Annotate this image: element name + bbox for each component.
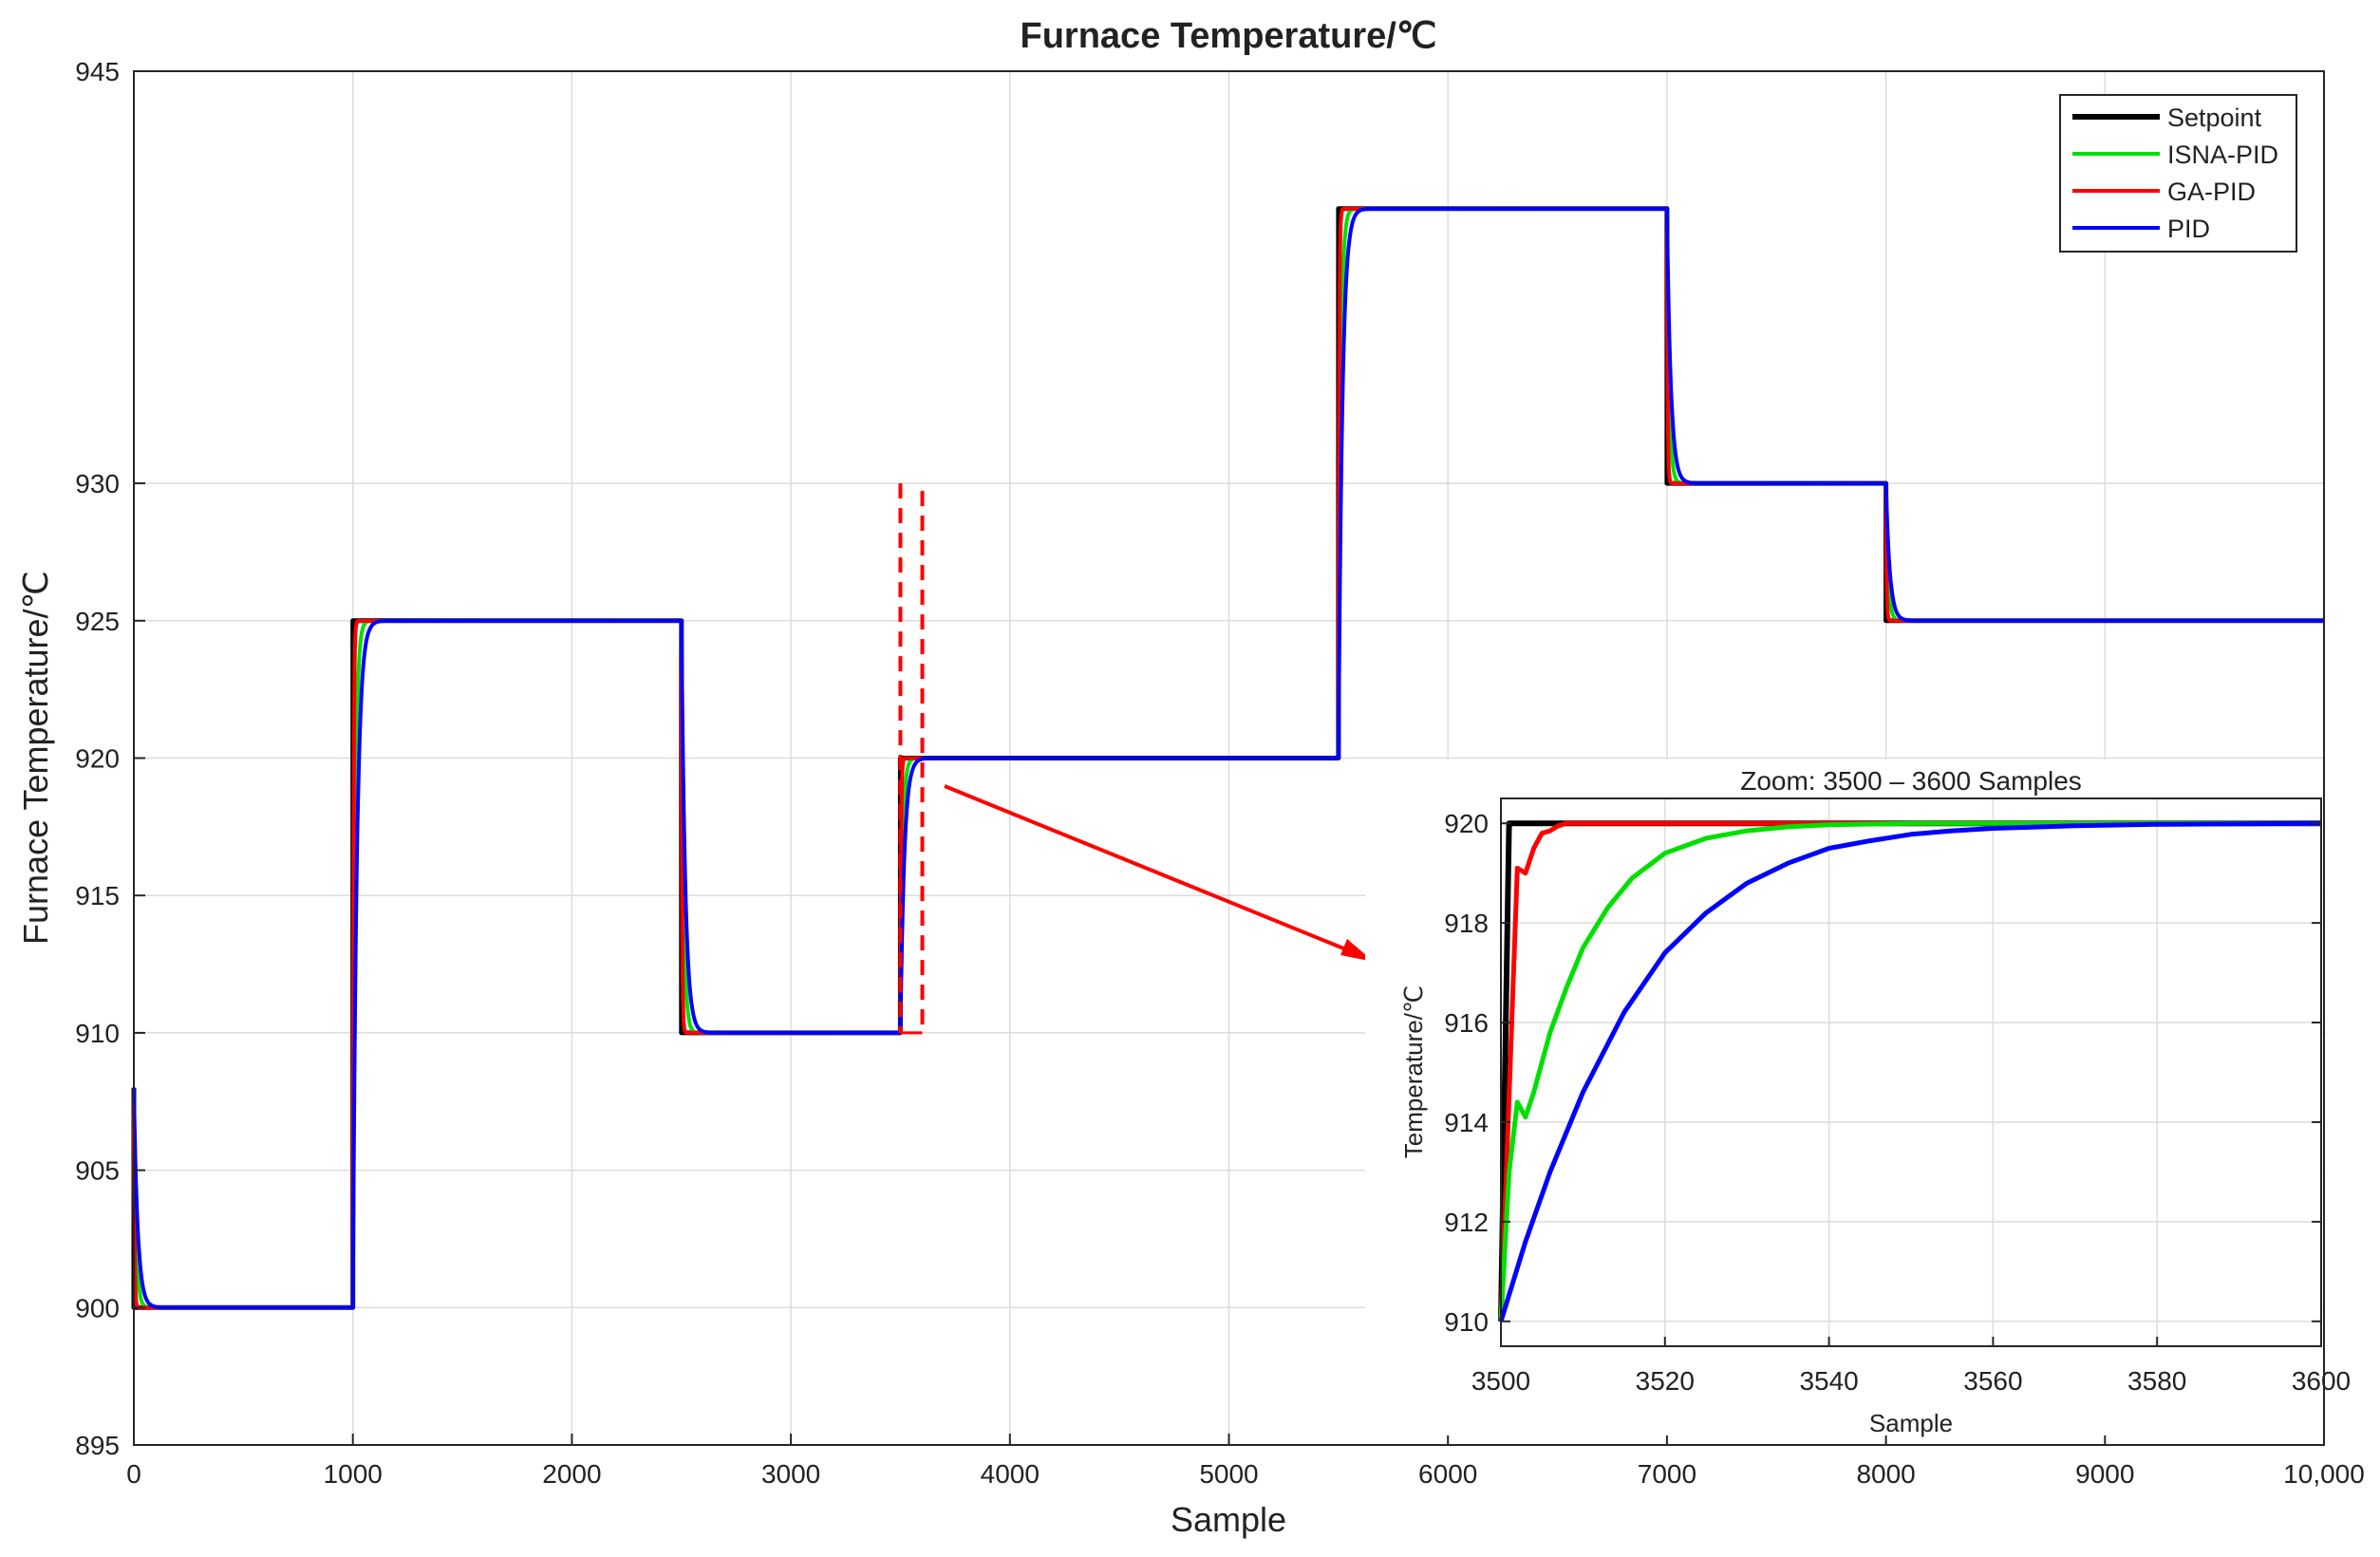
y-tick-label: 895 [75, 1431, 120, 1460]
x-tick-label: 5000 [1199, 1459, 1258, 1489]
legend-label: PID [2167, 215, 2210, 243]
inset-y-tick-label: 914 [1444, 1108, 1489, 1137]
chart-title: Furnace Temperature/℃ [1021, 16, 1437, 56]
x-tick-label: 1000 [324, 1459, 383, 1489]
inset-series-line-ga-pid [1498, 820, 2321, 1322]
x-axis-label: Sample [1171, 1500, 1286, 1539]
main-plot: 0 1000 2000 3000 4000 5000 6000 7000 8000 9000 10,… [16, 16, 2365, 1539]
y-tick-label: 905 [75, 1156, 120, 1186]
x-tick-label: 8000 [1856, 1459, 1915, 1489]
inset-x-tick-label: 3560 [1963, 1366, 2022, 1396]
x-tick-label: 0 [126, 1459, 141, 1489]
y-tick-label: 920 [75, 744, 120, 774]
inset-y-tick-label: 912 [1444, 1208, 1489, 1237]
y-tick-label: 915 [75, 881, 120, 910]
y-tick-label: 900 [75, 1293, 120, 1323]
inset-plot-frame [1500, 797, 2322, 1347]
inset-plot-area [1501, 798, 2321, 1346]
legend-label: Setpoint [2167, 103, 2262, 132]
inset-y-tick-label: 918 [1444, 909, 1489, 938]
legend-box [2059, 94, 2297, 253]
zoom-window-highlight [898, 483, 925, 1035]
inset-x-tick-label: 3580 [2127, 1366, 2186, 1396]
y-tick-label: 925 [75, 607, 120, 636]
legend-label: GA-PID [2167, 178, 2256, 206]
series-line-pid [132, 206, 2324, 1310]
legend: Setpoint ISNA-PID GA-PID PID [2059, 94, 2297, 253]
inset-x-axis-label: Sample [1869, 1409, 1953, 1437]
inset-title: Zoom: 3500 – 3600 Samples [1740, 766, 2082, 796]
x-tick-label: 2000 [542, 1459, 601, 1489]
inset-y-axis-label: Temperature/℃ [1399, 985, 1428, 1158]
inset-x-tick-label: 3520 [1636, 1366, 1695, 1396]
inset-y-tick-label: 920 [1444, 809, 1489, 838]
x-tick-label: 3000 [761, 1459, 820, 1489]
y-tick-label: 930 [75, 469, 120, 498]
x-tick-label: 9000 [2075, 1459, 2134, 1489]
inset-x-tick-label: 3540 [1799, 1366, 1858, 1396]
zoom-arrow-line [944, 784, 1359, 956]
legend-items: Setpoint ISNA-PID GA-PID PID [2072, 103, 2278, 243]
inset-series-line-pid [1498, 820, 2322, 1323]
y-tick-label: 945 [75, 57, 120, 86]
zoom-inset-plot: 3500 3520 3540 3560 3580 3600 910 912 914 916 918… [1365, 760, 2351, 1437]
main-y-ticks: 895 900 905 910 915 920 925 930 945 [75, 57, 145, 1460]
legend-label: ISNA-PID [2167, 141, 2278, 169]
inset-x-tick-label: 3500 [1471, 1366, 1530, 1396]
inset-y-tick-label: 916 [1444, 1008, 1489, 1038]
inset-y-tick-label: 910 [1444, 1307, 1489, 1337]
series-line-ga-pid [132, 206, 2324, 1310]
x-tick-label: 10,000 [2283, 1459, 2365, 1489]
y-axis-label: Furnace Temperature/℃ [16, 571, 55, 945]
main-x-ticks: 0 1000 2000 3000 4000 5000 6000 7000 8000 9000 10,… [126, 1434, 2365, 1489]
x-tick-label: 7000 [1638, 1459, 1696, 1489]
inset-series-line-isna-pid [1498, 820, 2321, 1322]
x-tick-label: 6000 [1418, 1459, 1477, 1489]
inset-series [1498, 820, 2322, 1323]
inset-y-ticks: 910 912 914 916 918 920 [1444, 809, 2321, 1337]
y-tick-label: 910 [75, 1019, 120, 1048]
inset-x-ticks: 3500 3520 3540 3560 3580 3600 [1471, 1337, 2351, 1396]
inset-x-tick-label: 3600 [2292, 1366, 2351, 1396]
x-tick-label: 4000 [981, 1459, 1040, 1489]
